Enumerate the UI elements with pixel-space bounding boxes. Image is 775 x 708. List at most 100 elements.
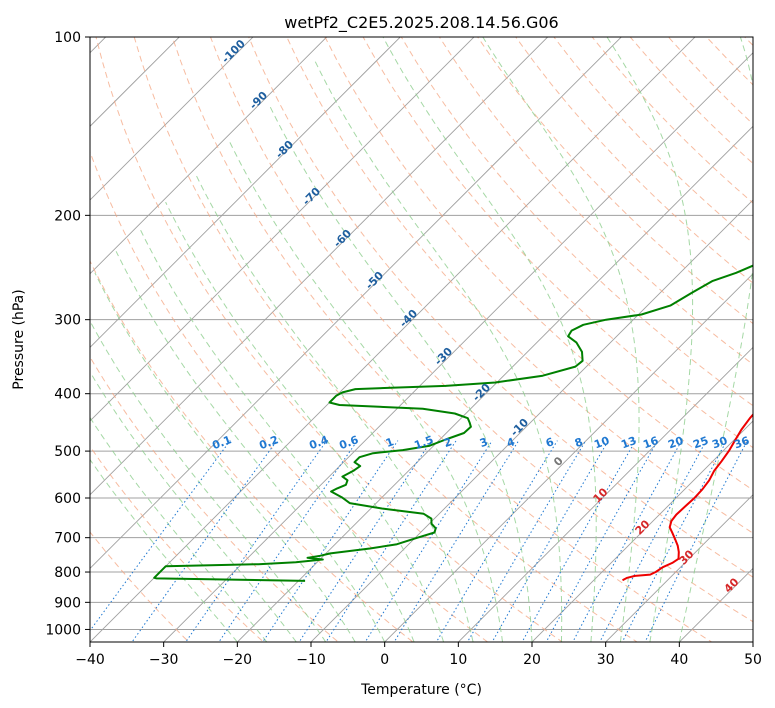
mixing-ratio-label: 25 [691,434,710,451]
x-tick-label: 40 [670,652,688,668]
isotherm-line [90,37,180,127]
mixing-ratio-line [262,440,399,642]
x-tick-label: 50 [744,652,762,668]
mixing-ratio-label: 1 [384,435,396,450]
mixing-ratio-line [545,440,659,642]
dry-adiabat-line [324,37,753,491]
moist-adiabat-line [90,320,327,642]
mixing-ratio-label: 13 [619,434,638,451]
mixing-ratio-label: 0.6 [337,433,360,452]
y-tick-label: 200 [54,208,81,224]
mixing-ratio-label: 0.2 [257,433,280,452]
y-tick-label: 600 [54,491,81,507]
mixing-ratio-line [131,440,278,642]
y-tick-label: 800 [54,565,81,581]
x-tick-label: −20 [223,652,253,668]
mixing-ratio-line [572,440,683,642]
y-tick-label: 400 [54,387,81,403]
x-tick-label: −10 [296,652,326,668]
moist-adiabat-line [382,37,597,642]
isotherm-line [457,346,753,642]
sounding-series [153,264,753,582]
moist-adiabat-line [228,141,503,642]
isotherm-line [531,420,753,642]
dewpoint-line [153,264,753,582]
mixing-ratio-label: 3 [478,435,490,450]
mixing-ratio-line [491,440,609,642]
mixing-ratio-label: 20 [666,434,685,452]
mixing-ratio-label: 0.1 [210,433,233,452]
dry-adiabat-line [90,150,489,642]
mixing-ratio-label: 0.4 [307,433,330,452]
dry-adiabat-line [90,531,190,642]
moist-adiabat-line [90,458,238,642]
y-tick-label: 700 [54,531,81,547]
background-lines [90,37,753,642]
plot-frame [89,36,754,643]
isotherm-line [90,37,549,496]
moist-adiabat-line [115,251,386,642]
mixing-ratio-line [521,440,637,642]
dry-adiabat-line [515,37,753,284]
y-tick-label: 300 [54,313,81,329]
dry-adiabat-line [171,37,713,642]
mixing-ratio-label: 30 [710,434,729,452]
mixing-ratio-line [599,440,707,642]
plot-area [90,37,753,642]
isotherm-line [90,37,254,201]
x-tick-label: 30 [597,652,615,668]
dry-adiabat-line [248,37,753,578]
mixing-ratio-label: 1.5 [412,433,435,452]
dry-adiabat-line [90,356,339,642]
y-tick-label: 1000 [45,622,81,638]
mixing-ratio-line [466,440,587,642]
moist-adiabat-line [90,370,297,642]
moist-adiabat-line [94,272,356,642]
dry-adiabat-line [133,37,638,642]
isotherm-line [90,37,475,422]
temperature-line [622,413,753,582]
moist-adiabat-line [139,227,415,642]
moist-adiabat-line [268,104,533,642]
mixing-ratio-label: 8 [573,435,585,450]
mixing-ratio-label: 4 [505,435,517,450]
x-axis-label: Temperature (°C) [360,682,482,698]
dry-adiabat-line [95,37,564,642]
x-tick-label: 0 [380,652,389,668]
mixing-ratio-label: 16 [641,434,660,452]
isotherm-line [384,273,753,642]
moist-adiabat-line [194,173,474,642]
dry-adiabat-line [90,445,265,642]
mixing-ratio-line [364,440,493,642]
moist-adiabat-line [482,37,640,642]
moist-adiabat-line [314,61,563,642]
mixing-ratio-label: 10 [592,434,611,452]
mixing-ratio-line [325,440,457,642]
x-tick-label: −30 [149,652,179,668]
isotherm-line [90,37,328,275]
y-axis-label: Pressure (hPa) [11,289,27,389]
mixing-ratio-label: 2 [442,435,454,450]
moist-adiabat-line [606,37,694,642]
mixing-ratio-label: 36 [732,434,751,452]
dry-adiabat-line [362,37,753,449]
isotherm-line [605,494,753,642]
mixing-ratio-line [435,440,558,642]
y-tick-label: 500 [54,444,81,460]
x-tick-label: 20 [523,652,541,668]
moist-adiabat-line [678,37,753,642]
mixing-ratio-line [298,440,432,642]
chart-title: wetPf2_C2E5.2025.208.14.56.G06 [284,13,558,33]
mixing-ratio-line [621,440,728,642]
isotherm-line [90,37,401,348]
y-tick-label: 900 [54,595,81,611]
isotherm-line [90,37,696,642]
moist-adiabat-line [165,201,445,642]
dry-adiabat-line [90,259,414,642]
mixing-ratio-label: 6 [544,435,556,450]
x-tick-label: −40 [75,652,105,668]
isotherm-line [236,125,753,642]
isotherm-line [163,52,753,642]
mixing-ratio-line [644,440,748,642]
